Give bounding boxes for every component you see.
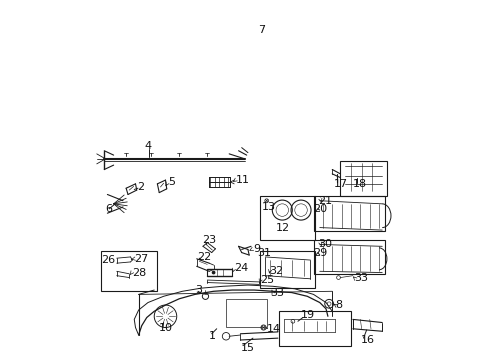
Bar [313,240,385,274]
Text: 23: 23 [201,235,215,245]
Text: 31: 31 [257,248,271,257]
Text: 13: 13 [262,202,276,212]
Text: 26: 26 [101,255,115,265]
Text: 6: 6 [105,204,112,214]
Circle shape [211,271,215,274]
Text: 9: 9 [252,244,260,254]
Text: 33: 33 [269,288,283,297]
Text: 1: 1 [209,331,216,341]
Bar [340,161,386,196]
Text: 27: 27 [134,254,148,264]
Text: 3: 3 [194,285,202,295]
Bar [101,251,157,291]
Text: 8: 8 [335,300,342,310]
Bar [260,251,315,288]
Text: 11: 11 [235,175,249,185]
Text: 17: 17 [333,179,347,189]
Text: 29: 29 [313,248,327,257]
Text: 4: 4 [144,141,152,151]
Text: 16: 16 [360,335,374,345]
Text: 30: 30 [317,239,331,249]
Bar [279,311,350,346]
Text: 19: 19 [301,310,314,320]
Text: 18: 18 [352,179,366,189]
Bar [313,196,385,231]
Text: 5: 5 [168,177,175,187]
Text: 22: 22 [196,252,210,262]
Bar [260,196,315,240]
Text: 15: 15 [240,342,254,352]
Text: 21: 21 [317,196,331,206]
Text: 25: 25 [260,275,274,285]
Text: 7: 7 [257,24,264,35]
Text: 2: 2 [137,182,143,192]
Text: 14: 14 [266,324,280,334]
Text: 28: 28 [131,267,146,278]
Bar [247,27,256,35]
Text: 24: 24 [234,263,248,273]
Text: 32: 32 [268,266,283,276]
Text: 10: 10 [159,323,173,333]
Text: 12: 12 [276,222,289,233]
Text: 20: 20 [313,204,327,214]
Text: 33: 33 [353,273,367,283]
Bar [225,299,266,327]
